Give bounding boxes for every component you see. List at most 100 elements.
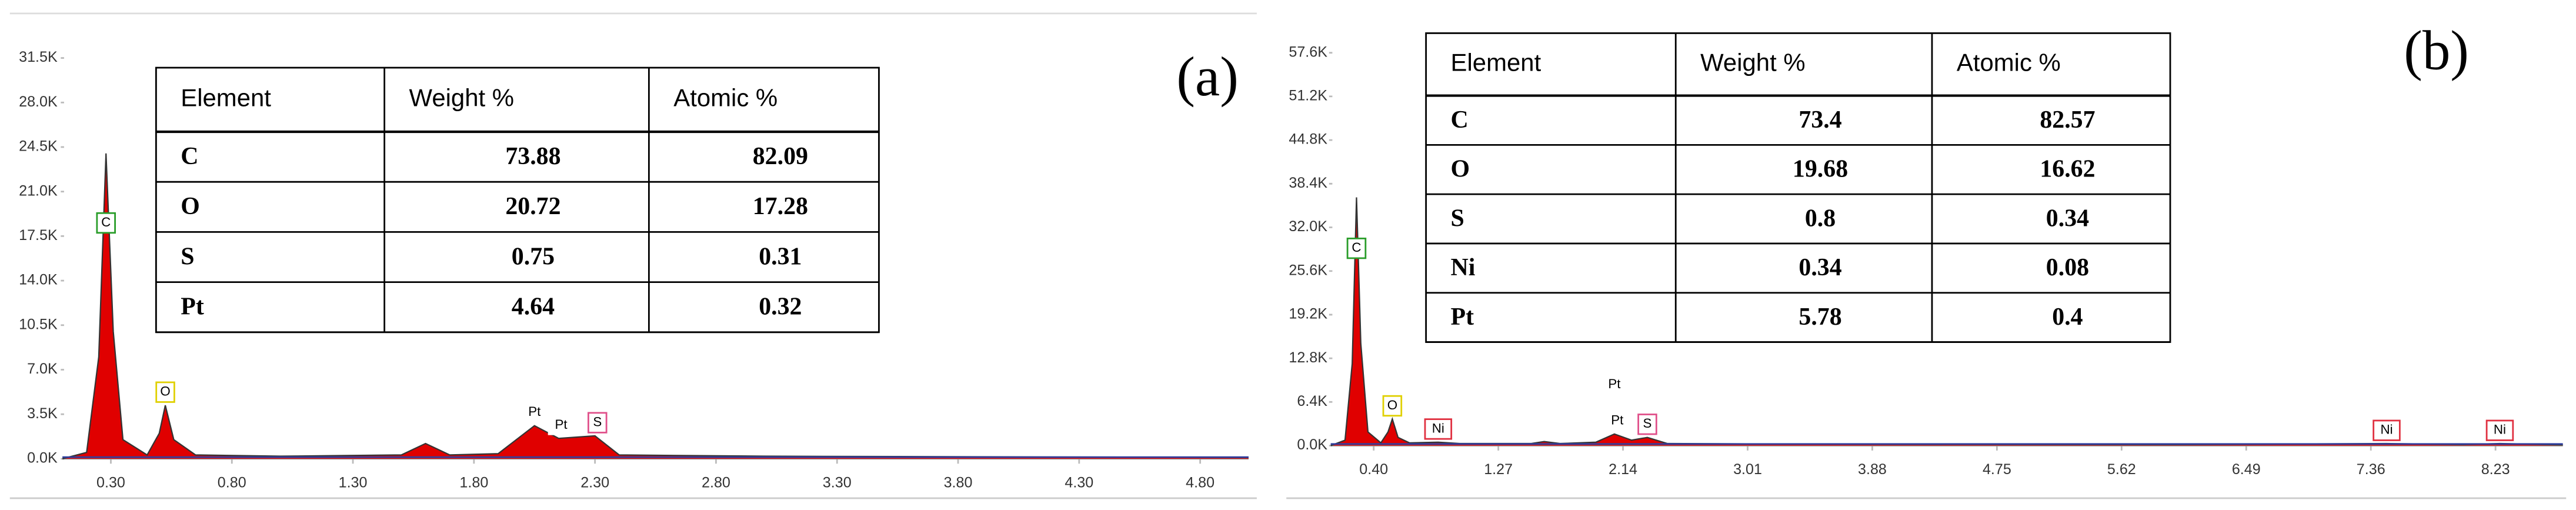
- element-marker-box: [1424, 418, 1453, 440]
- y-tick-label: 24.5K: [19, 138, 58, 155]
- x-tick-label: 1.30: [339, 474, 368, 491]
- table-header: Element: [1451, 49, 1541, 76]
- y-tick-label: 21.0K: [19, 182, 58, 199]
- element-marker-box: [155, 381, 175, 403]
- table-cell: 82.09: [753, 143, 808, 170]
- table-cell: C: [181, 143, 198, 170]
- x-tick-label: 3.88: [1858, 461, 1887, 478]
- table-cell: Ni: [1451, 254, 1476, 281]
- table-header: Element: [181, 84, 271, 112]
- x-tick-label: 2.30: [580, 474, 609, 491]
- table-header: Weight %: [1700, 49, 1806, 76]
- y-tick-label: 28.0K: [19, 94, 58, 110]
- table-cell: 0.08: [2046, 254, 2089, 281]
- element-marker-box: [1346, 237, 1367, 259]
- x-tick-label: 8.23: [2481, 461, 2510, 478]
- table-header: Weight %: [409, 84, 515, 112]
- x-tick-label: 3.01: [1733, 461, 1762, 478]
- element-marker: Ni: [2494, 422, 2506, 437]
- x-tick-label: 4.30: [1065, 474, 1093, 491]
- table-bg: [1425, 32, 2171, 343]
- table-bg: [155, 66, 880, 334]
- element-marker-box: [2485, 419, 2514, 441]
- panel-a: 0.0K 3.5K 7.0K 10.5K 14.0K 17.5K 21.0K 24.5K 28.…: [19, 45, 1249, 491]
- element-marker-box: [1604, 411, 1631, 431]
- table-cell: Pt: [1451, 304, 1474, 331]
- y-tick-label: 25.6K: [1289, 262, 1327, 278]
- element-marker-box: [1382, 395, 1403, 417]
- x-tick-label: 2.80: [702, 474, 730, 491]
- element-marker-box: [521, 402, 548, 423]
- x-tick-label: 7.36: [2357, 461, 2385, 478]
- table-cell: S: [1451, 205, 1464, 232]
- y-tick-label: 44.8K: [1289, 131, 1327, 148]
- table-cell: 0.75: [512, 243, 555, 270]
- y-tick-label: 38.4K: [1289, 175, 1327, 191]
- panel-label: (b): [2404, 19, 2469, 81]
- y-tick-label: 10.5K: [19, 316, 58, 332]
- table-cell: 0.34: [1798, 254, 1841, 281]
- x-tick-label: 5.62: [2107, 461, 2136, 478]
- element-marker: Ni: [2380, 422, 2393, 437]
- element-marker: S: [1643, 416, 1652, 431]
- x-tick-label: 4.80: [1186, 474, 1214, 491]
- element-marker: Pt: [1611, 412, 1624, 427]
- element-marker: Ni: [1432, 421, 1444, 435]
- table-cell: 73.88: [505, 143, 560, 170]
- table-header: Atomic %: [1957, 49, 2061, 76]
- x-tick-label: 3.30: [823, 474, 852, 491]
- element-marker-box: [96, 212, 116, 234]
- table-cell: 0.8: [1805, 205, 1836, 232]
- x-tick-label: 0.30: [96, 474, 125, 491]
- y-tick-label: 32.0K: [1289, 218, 1327, 235]
- x-tick-label: 3.80: [944, 474, 973, 491]
- table-cell: S: [181, 243, 194, 270]
- table-cell: 5.78: [1798, 304, 1841, 331]
- element-marker-box: [548, 415, 575, 435]
- element-marker-box: [588, 412, 608, 434]
- element-marker-box: [1601, 375, 1628, 395]
- element-marker-box: [1637, 414, 1657, 435]
- panel-b: 0.0K 6.4K 12.8K 19.2K 25.6K 32.0K 38.4K 44.8K 51…: [1289, 19, 2563, 478]
- element-marker: S: [593, 415, 602, 429]
- table-cell: 0.34: [2046, 205, 2089, 232]
- y-tick-label: 31.5K: [19, 49, 58, 65]
- element-marker: Pt: [528, 404, 541, 419]
- y-tick-label: 6.4K: [1297, 393, 1327, 409]
- y-tick-label: 19.2K: [1289, 306, 1327, 322]
- element-marker-box: [2373, 419, 2401, 441]
- y-tick-label: 14.0K: [19, 272, 58, 288]
- x-tick-label: 6.49: [2232, 461, 2261, 478]
- table-cell: O: [181, 193, 200, 220]
- table-cell: 73.4: [1798, 106, 1841, 134]
- x-tick-label: 2.14: [1609, 461, 1637, 478]
- y-tick-label: 0.0K: [1297, 436, 1327, 453]
- table-cell: 0.4: [2052, 304, 2083, 331]
- element-marker: Pt: [1608, 376, 1621, 391]
- x-tick-label: 1.27: [1484, 461, 1513, 478]
- y-tick-label: 57.6K: [1289, 44, 1327, 60]
- y-tick-label: 3.5K: [27, 405, 58, 422]
- x-tick-label: 0.80: [218, 474, 246, 491]
- table-cell: 20.72: [505, 193, 560, 220]
- table-cell: C: [1451, 106, 1469, 134]
- y-tick-label: 51.2K: [1289, 88, 1327, 104]
- element-marker: C: [1352, 240, 1361, 255]
- y-tick-label: 7.0K: [27, 361, 58, 377]
- spectrum-line: [62, 153, 1249, 459]
- y-tick-label: 17.5K: [19, 227, 58, 244]
- element-marker: Pt: [555, 417, 568, 432]
- element-marker: O: [160, 384, 170, 399]
- table-cell: O: [1451, 156, 1470, 183]
- x-tick-label: 4.75: [1983, 461, 2011, 478]
- y-tick-label: 0.0K: [27, 450, 58, 466]
- table-cell: 0.31: [759, 243, 802, 270]
- x-tick-label: 0.40: [1359, 461, 1388, 478]
- table-cell: 0.32: [759, 294, 802, 321]
- element-marker: O: [1387, 398, 1397, 412]
- table-cell: 4.64: [512, 294, 555, 321]
- table-cell: Pt: [181, 294, 204, 321]
- table-cell: 19.68: [1793, 156, 1848, 183]
